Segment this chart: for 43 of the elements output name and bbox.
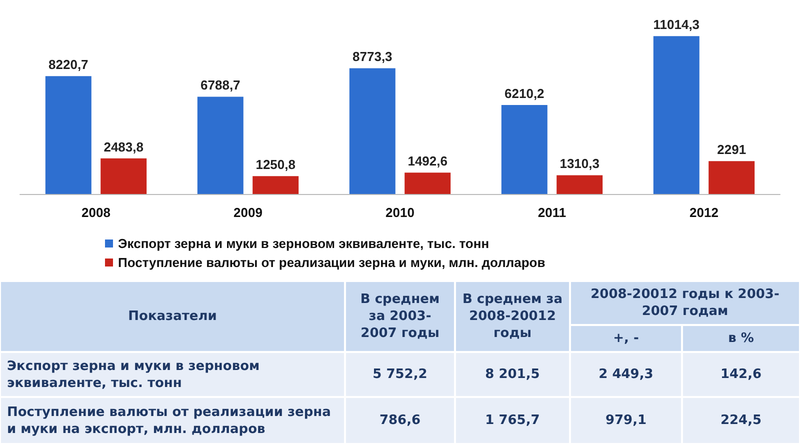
text: 1 765,7 bbox=[455, 397, 570, 444]
text: 786,6 bbox=[345, 397, 455, 444]
text: 8 201,5 bbox=[455, 352, 570, 397]
data-label: 2291 bbox=[717, 142, 746, 158]
text: в % bbox=[682, 325, 800, 352]
data-label: 8773,3 bbox=[352, 49, 392, 64]
legend-label: Поступление валюты от реализации зерна и муки, млн. долларов bbox=[118, 255, 546, 270]
data-label: 2483,8 bbox=[104, 139, 144, 154]
x-tick-label: 2011 bbox=[538, 205, 566, 220]
data-label: 1492,6 bbox=[408, 154, 448, 169]
text: 2 449,3 bbox=[570, 352, 682, 397]
text: В среднем за 2003-2007 годы bbox=[345, 281, 455, 352]
data-label: 1310,3 bbox=[560, 156, 600, 172]
x-tick-label: 2010 bbox=[386, 205, 414, 220]
bar bbox=[556, 175, 603, 194]
text: +, - bbox=[570, 325, 682, 352]
text: 5 752,2 bbox=[345, 352, 455, 397]
text: 142,6 bbox=[682, 352, 800, 397]
bar bbox=[197, 96, 244, 194]
bar bbox=[404, 172, 451, 194]
data-label: 8220,7 bbox=[48, 57, 88, 72]
data-label: 1250,8 bbox=[256, 157, 296, 172]
text: 2008-20012 годы к 2003-2007 годам bbox=[570, 281, 800, 325]
data-label: 6788,7 bbox=[200, 78, 240, 93]
text: Экспорт зерна и муки в зерновом эквиваленте, тыс. тонн bbox=[0, 352, 345, 397]
bar bbox=[708, 161, 755, 194]
x-tick-label: 2008 bbox=[82, 205, 110, 220]
legend-label: Экспорт зерна и муки в зерновом эквиваленте, тыс. тонн bbox=[118, 236, 490, 251]
x-tick-label: 2012 bbox=[690, 205, 718, 220]
data-label: 11014,3 bbox=[653, 17, 700, 32]
x-tick-label: 2009 bbox=[234, 205, 262, 220]
bar bbox=[501, 104, 548, 194]
text: Поступление валюты от реализации зерна и муки на экспорт, млн. долларов bbox=[0, 397, 345, 444]
text: В среднем за 2008-20012 годы bbox=[455, 281, 570, 352]
bar bbox=[349, 68, 396, 194]
text: 224,5 bbox=[682, 397, 800, 444]
text: 979,1 bbox=[570, 397, 682, 444]
text: Показатели bbox=[0, 281, 345, 352]
bar bbox=[252, 176, 299, 194]
bar bbox=[100, 158, 147, 194]
bar bbox=[45, 76, 92, 194]
bar bbox=[653, 36, 700, 194]
data-label: 6210,2 bbox=[504, 86, 544, 101]
